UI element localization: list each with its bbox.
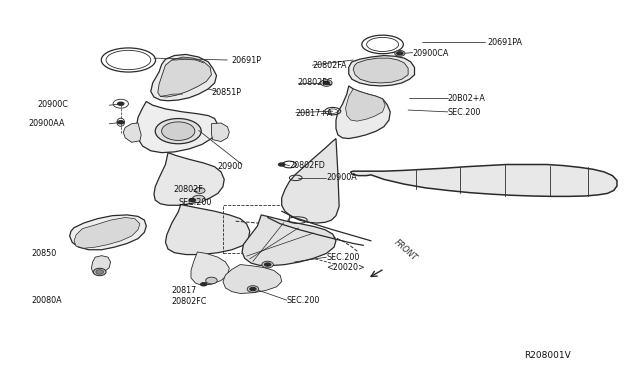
Polygon shape xyxy=(70,215,147,250)
Circle shape xyxy=(195,187,205,193)
Text: <20020>: <20020> xyxy=(326,263,365,272)
Text: 20900CA: 20900CA xyxy=(413,49,449,58)
Polygon shape xyxy=(211,123,229,141)
Text: 20851P: 20851P xyxy=(211,88,241,97)
Text: SEC.200: SEC.200 xyxy=(326,253,360,262)
Polygon shape xyxy=(136,102,218,153)
Circle shape xyxy=(264,262,271,267)
Polygon shape xyxy=(151,54,216,101)
Text: 20802FC: 20802FC xyxy=(172,297,207,306)
Text: 20900A: 20900A xyxy=(326,173,357,182)
Text: 20900C: 20900C xyxy=(38,100,68,109)
Circle shape xyxy=(323,81,330,85)
Text: 20B02+A: 20B02+A xyxy=(448,94,486,103)
Text: 20900AA: 20900AA xyxy=(29,119,65,128)
Polygon shape xyxy=(191,252,229,285)
Polygon shape xyxy=(353,58,408,83)
Circle shape xyxy=(249,287,257,291)
Circle shape xyxy=(188,198,196,202)
Text: 20802FC: 20802FC xyxy=(298,78,333,87)
Circle shape xyxy=(96,270,104,274)
Polygon shape xyxy=(351,164,617,196)
Circle shape xyxy=(200,282,207,286)
Text: SEC.200: SEC.200 xyxy=(448,108,481,117)
Text: 20691P: 20691P xyxy=(232,56,262,65)
Polygon shape xyxy=(158,57,211,97)
Circle shape xyxy=(117,120,125,125)
Polygon shape xyxy=(154,153,224,205)
Polygon shape xyxy=(349,55,415,86)
Text: SEC.200: SEC.200 xyxy=(287,296,320,305)
Circle shape xyxy=(278,162,285,167)
Circle shape xyxy=(247,286,259,292)
Circle shape xyxy=(396,51,404,55)
Ellipse shape xyxy=(156,119,201,144)
Circle shape xyxy=(321,80,332,86)
Text: 20802FD: 20802FD xyxy=(289,161,325,170)
Text: R208001V: R208001V xyxy=(524,351,571,360)
Text: SEC.200: SEC.200 xyxy=(178,198,212,207)
Polygon shape xyxy=(336,86,390,138)
Text: 20802FA: 20802FA xyxy=(312,61,347,70)
Text: 20691PA: 20691PA xyxy=(487,38,522,47)
Ellipse shape xyxy=(162,122,195,140)
Polygon shape xyxy=(282,138,339,223)
Polygon shape xyxy=(92,256,111,274)
Text: 20080A: 20080A xyxy=(31,296,62,305)
Polygon shape xyxy=(223,264,282,294)
Circle shape xyxy=(192,195,205,203)
Circle shape xyxy=(262,261,273,268)
Polygon shape xyxy=(346,89,385,121)
Polygon shape xyxy=(242,215,336,266)
Circle shape xyxy=(93,268,106,276)
Text: 20802F: 20802F xyxy=(173,185,203,194)
Text: 20817+A: 20817+A xyxy=(296,109,333,118)
Polygon shape xyxy=(166,205,250,254)
Text: 20850: 20850 xyxy=(31,249,56,258)
Text: 20817: 20817 xyxy=(172,286,197,295)
Circle shape xyxy=(205,277,217,284)
Polygon shape xyxy=(124,123,141,142)
Text: FRONT: FRONT xyxy=(393,237,419,262)
Circle shape xyxy=(117,102,125,106)
Polygon shape xyxy=(74,218,140,248)
Text: 20900: 20900 xyxy=(218,162,243,171)
Circle shape xyxy=(395,50,405,56)
